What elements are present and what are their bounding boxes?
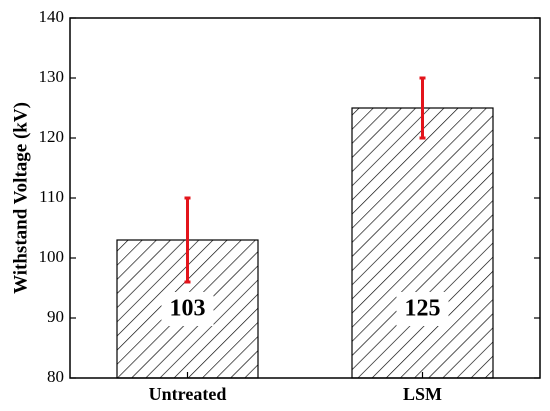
y-tick-label: 80 <box>47 367 64 386</box>
y-axis-label: Withstand Voltage (kV) <box>10 102 31 294</box>
data-label: 125 <box>405 296 441 322</box>
y-tick-label: 90 <box>47 307 64 326</box>
y-tick-label: 140 <box>39 7 65 26</box>
y-tick-label: 120 <box>39 127 65 146</box>
x-tick-label: Untreated <box>149 384 227 404</box>
y-tick-label: 100 <box>39 247 65 266</box>
data-label: 103 <box>170 296 206 322</box>
y-tick-label: 130 <box>39 67 65 86</box>
bar <box>351 107 494 379</box>
data-label-bg <box>396 292 449 326</box>
x-tick-label: LSM <box>403 384 442 404</box>
error-bar <box>184 196 191 284</box>
error-bar <box>419 76 426 140</box>
plot-frame <box>69 17 541 379</box>
data-label-bg <box>161 292 214 326</box>
y-tick-label: 110 <box>39 187 64 206</box>
